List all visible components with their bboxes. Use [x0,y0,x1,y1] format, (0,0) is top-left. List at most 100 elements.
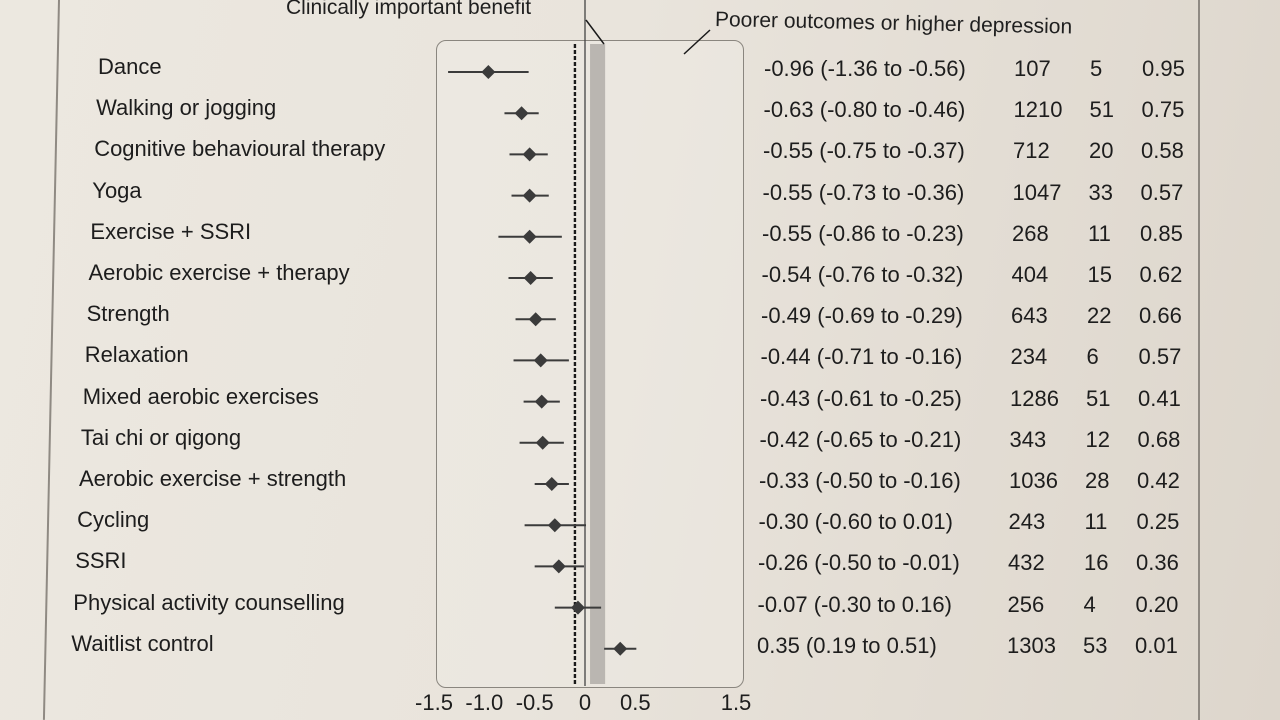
x-tick-label: -1.0 [465,690,504,715]
trials-cell: 20 [1089,138,1114,164]
row-label: Cognitive behavioural therapy [94,136,386,162]
row-label: Exercise + SSRI [90,218,252,244]
participants-cell: 404 [1011,262,1049,287]
row-label: Walking or jogging [96,95,277,121]
x-tick-label: 0.5 [620,690,651,715]
row-label: Aerobic exercise + strength [79,466,347,491]
sucra-cell: 0.58 [1141,138,1184,164]
effect-size-cell: -0.96 (-1.36 to -0.56) [764,56,966,81]
point-estimate [522,147,537,162]
sucra-cell: 0.62 [1139,262,1183,287]
point-estimate [551,559,566,574]
trials-cell: 53 [1083,632,1108,658]
row-label: SSRI [75,548,127,574]
sucra-cell: 0.57 [1138,344,1182,370]
trials-cell: 5 [1090,56,1103,81]
row-label: Relaxation [84,342,189,368]
row-label: Physical activity counselling [73,589,345,615]
point-estimate [523,271,538,285]
row-label: Strength [86,301,170,327]
effect-size-cell: -0.55 (-0.73 to -0.36) [762,179,965,205]
participants-cell: 1047 [1012,179,1062,205]
trials-cell: 33 [1088,179,1113,205]
point-estimate [544,477,559,491]
point-estimate [522,188,537,203]
trials-cell: 11 [1084,509,1108,535]
participants-cell: 343 [1009,426,1047,452]
participants-cell: 712 [1013,138,1050,164]
row-label: Tai chi or qigong [80,424,242,450]
sucra-cell: 0.95 [1142,56,1185,81]
sucra-cell: 0.57 [1140,179,1184,205]
sucra-cell: 0.25 [1136,509,1180,535]
participants-cell: 243 [1008,509,1046,535]
plot-panel [436,40,744,688]
effect-size-cell: -0.07 (-0.30 to 0.16) [757,591,952,617]
effect-size-cell: -0.49 (-0.69 to -0.29) [761,303,963,329]
participants-cell: 1303 [1007,632,1056,658]
null-effect-band [590,44,606,684]
trials-cell: 15 [1087,262,1112,287]
row-label: Cycling [77,507,150,533]
sucra-cell: 0.66 [1139,303,1182,329]
point-estimate [547,518,562,533]
sucra-cell: 0.68 [1137,426,1181,452]
row-label: Mixed aerobic exercises [82,383,319,409]
trials-cell: 22 [1087,303,1112,329]
participants-cell: 256 [1007,591,1045,617]
point-estimate [570,600,585,615]
sucra-cell: 0.75 [1141,97,1185,123]
trials-cell: 16 [1084,550,1109,576]
point-estimate [481,65,496,79]
sucra-cell: 0.41 [1138,385,1181,411]
participants-cell: 1210 [1013,97,1063,123]
participants-cell: 107 [1014,56,1051,81]
point-estimate [514,106,529,121]
participants-cell: 1286 [1010,385,1059,411]
participants-cell: 1036 [1009,468,1058,493]
point-estimate [533,353,548,368]
point-estimate [535,435,550,450]
header-benefit: Clinically important benefit [286,0,532,19]
effect-size-cell: -0.43 (-0.61 to -0.25) [760,385,962,411]
trials-cell: 4 [1083,591,1096,617]
trials-cell: 11 [1088,220,1111,246]
effect-size-cell: 0.35 (0.19 to 0.51) [757,632,937,658]
poorer-leader-line [683,29,711,55]
x-tick-label: 1.5 [720,690,752,715]
trials-cell: 6 [1086,344,1099,370]
row-label: Yoga [92,177,142,203]
row-label: Waitlist control [71,630,214,656]
effect-size-cell: -0.42 (-0.65 to -0.21) [759,426,962,452]
sucra-cell: 0.42 [1137,468,1180,493]
trials-cell: 28 [1085,468,1110,493]
effect-size-cell: -0.44 (-0.71 to -0.16) [760,344,963,370]
trials-cell: 51 [1086,385,1111,411]
point-estimate [522,229,537,244]
x-tick-label: -1.5 [415,690,453,715]
participants-cell: 268 [1012,220,1049,246]
point-estimate [613,641,628,656]
effect-size-cell: -0.33 (-0.50 to -0.16) [759,468,961,493]
participants-cell: 643 [1011,303,1048,329]
row-label: Dance [98,54,162,79]
x-tick-label: 0 [578,690,592,715]
sucra-cell: 0.01 [1135,632,1178,658]
sucra-cell: 0.20 [1135,591,1179,617]
x-tick-label: -0.5 [515,690,554,715]
effect-size-cell: -0.30 (-0.60 to 0.01) [758,509,953,535]
effect-size-cell: -0.54 (-0.76 to -0.32) [761,262,964,287]
row-label: Aerobic exercise + therapy [88,260,350,285]
point-estimate [534,394,549,409]
participants-cell: 432 [1008,550,1045,576]
point-estimate [528,312,543,327]
figure-frame-right [1198,0,1200,720]
effect-size-cell: -0.63 (-0.80 to -0.46) [763,97,966,123]
benefit-leader-line [585,19,605,45]
sucra-cell: 0.36 [1136,550,1179,576]
trials-cell: 12 [1085,426,1110,452]
effect-size-cell: -0.55 (-0.86 to -0.23) [762,220,964,246]
participants-cell: 234 [1010,344,1048,370]
